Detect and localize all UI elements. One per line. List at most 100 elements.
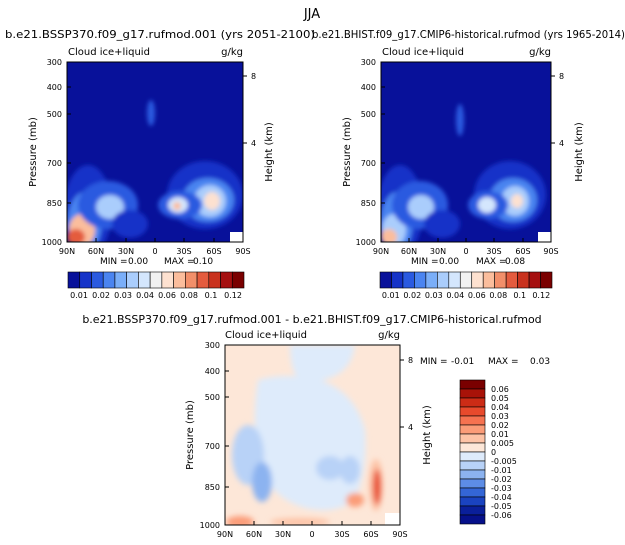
height-tick-label: 4 <box>251 139 256 148</box>
colorbar-label: -0.005 <box>491 457 517 466</box>
colorbar-label: -0.03 <box>491 484 512 493</box>
panel-right-colorbar: 0.01 0.02 0.03 0.04 0.06 0.08 0.1 0.12 <box>379 271 553 300</box>
panel-diff-lat-axis: 90N 60N 30N 0 30S 60S 90S <box>217 521 408 539</box>
colorbar-swatch <box>161 271 174 289</box>
panel-diff-variable: Cloud ice+liquid <box>225 330 307 341</box>
diff-surface-positive <box>226 516 254 525</box>
pressure-tick-label: 850 <box>205 483 220 492</box>
colorbar-label: 0.02 <box>403 291 421 300</box>
panel-right-units: g/kg <box>529 47 551 58</box>
colorbar-label: -0.05 <box>491 502 512 511</box>
pressure-tick-label: 500 <box>205 393 220 402</box>
panel-diff-y2label: Height (km) <box>422 405 433 465</box>
svg-text:MIN =: MIN = <box>411 257 439 267</box>
colorbar-swatch <box>379 271 392 289</box>
height-tick-label: 8 <box>559 72 564 81</box>
lat-tick-label: 0 <box>463 247 468 256</box>
lat-tick-label: 30S <box>334 530 349 539</box>
panel-left-variable: Cloud ice+liquid <box>68 47 150 58</box>
panel-right-y2label: Height (km) <box>574 122 585 182</box>
colorbar-swatch <box>231 271 245 289</box>
panel-diff-stats: MIN = -0.01 MAX = 0.03 <box>420 357 550 367</box>
panel-diff-ylabel: Pressure (mb) <box>185 400 196 470</box>
colorbar-label: 0.08 <box>489 291 507 300</box>
colorbar-swatch <box>208 271 221 289</box>
panel-right-pressure-axis: 300 400 500 700 850 1000 <box>356 58 385 247</box>
colorbar-swatch <box>459 424 486 435</box>
svg-text:MAX =: MAX = <box>476 257 507 267</box>
lat-tick-label: 30N <box>118 247 134 256</box>
svg-text:MIN =: MIN = <box>420 357 448 367</box>
colorbar-swatch <box>196 271 210 289</box>
panel-diff: b.e21.BSSP370.f09_g17.rufmod.001 - b.e21… <box>82 313 550 539</box>
panel-right-height-axis: 8 4 <box>551 72 564 148</box>
panel-diff-units: g/kg <box>378 330 400 341</box>
svg-text:0.10: 0.10 <box>193 257 213 267</box>
colorbar-label: 0.04 <box>446 291 464 300</box>
panel-right-variable: Cloud ice+liquid <box>382 47 464 58</box>
colorbar-swatch <box>79 271 92 289</box>
colorbar-swatch <box>517 271 530 289</box>
svg-text:MAX =: MAX = <box>164 257 195 267</box>
left-tropical-upper-cloud <box>147 100 155 126</box>
colorbar-label: -0.02 <box>491 475 512 484</box>
height-tick-label: 4 <box>559 139 564 148</box>
panel-left: b.e21.BSSP370.f09_g17.rufmod.001 (yrs 20… <box>5 28 315 300</box>
pressure-tick-label: 400 <box>47 83 62 92</box>
svg-text:MIN =: MIN = <box>100 257 128 267</box>
colorbar-swatch <box>505 271 518 289</box>
pressure-tick-label: 400 <box>361 83 376 92</box>
colorbar-swatch <box>459 487 486 498</box>
colorbar-swatch <box>459 388 486 399</box>
colorbar-swatch <box>448 271 461 289</box>
colorbar-label: 0.12 <box>532 291 550 300</box>
colorbar-label: 0.01 <box>70 291 88 300</box>
lat-tick-label: 60S <box>515 247 530 256</box>
colorbar-swatch <box>482 271 495 289</box>
lat-tick-label: 60N <box>88 247 104 256</box>
panel-right-stats: MIN = 0.00 MAX = 0.08 <box>411 257 525 267</box>
lat-tick-label: 60S <box>363 530 378 539</box>
colorbar-swatch <box>459 451 486 462</box>
colorbar-label: 0.04 <box>136 291 154 300</box>
colorbar-label: 0.12 <box>224 291 242 300</box>
colorbar-swatch <box>391 271 404 289</box>
svg-text:0.08: 0.08 <box>505 257 525 267</box>
pressure-tick-label: 700 <box>361 159 376 168</box>
pressure-tick-label: 400 <box>205 367 220 376</box>
panel-right-field <box>381 62 551 242</box>
colorbar-swatch <box>220 271 233 289</box>
svg-text:0.00: 0.00 <box>439 257 459 267</box>
pressure-tick-label: 300 <box>205 341 220 350</box>
colorbar-label: 0.02 <box>491 421 509 430</box>
colorbar-label: 0.08 <box>180 291 198 300</box>
pressure-tick-label: 500 <box>361 110 376 119</box>
colorbar-swatch <box>91 271 104 289</box>
colorbar-label: 0.03 <box>114 291 132 300</box>
lat-tick-label: 60S <box>206 247 221 256</box>
height-tick-label: 8 <box>408 356 413 365</box>
figure-title: JJA <box>303 7 320 22</box>
colorbar-swatch <box>459 415 486 426</box>
colorbar-swatch <box>528 271 541 289</box>
colorbar-swatch <box>138 271 151 289</box>
lat-tick-label: 90S <box>392 530 407 539</box>
colorbar-label: 0 <box>491 448 496 457</box>
lat-tick-label: 0 <box>152 247 157 256</box>
pressure-tick-label: 500 <box>47 110 62 119</box>
panel-diff-pressure-axis: 300 400 500 700 850 1000 <box>200 341 229 530</box>
colorbar-swatch <box>459 271 473 289</box>
colorbar-swatch <box>540 271 553 289</box>
panel-left-stats: MIN = 0.00 MAX = 0.10 <box>100 257 213 267</box>
panel-diff-title: b.e21.BSSP370.f09_g17.rufmod.001 - b.e21… <box>82 313 541 326</box>
lat-tick-label: 90S <box>543 247 558 256</box>
right-tropical-upper-cloud <box>456 104 464 136</box>
colorbar-label: 0.1 <box>513 291 526 300</box>
pressure-tick-label: 1000 <box>200 521 220 530</box>
colorbar-swatch <box>114 271 127 289</box>
colorbar-swatch <box>459 505 486 516</box>
pressure-tick-label: 850 <box>361 199 376 208</box>
panel-left-units: g/kg <box>221 47 243 58</box>
colorbar-swatch <box>459 460 486 471</box>
svg-text:0.00: 0.00 <box>128 257 148 267</box>
